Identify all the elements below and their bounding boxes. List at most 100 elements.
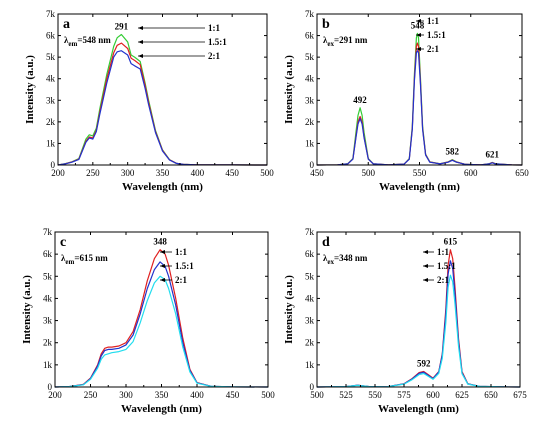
x-tick-label: 300 (119, 390, 133, 400)
x-tick-label: 600 (464, 168, 478, 178)
y-tick-label: 0 (310, 160, 315, 170)
legend-label: 1:1 (208, 23, 220, 33)
panel-letter: a (63, 17, 70, 32)
y-tick-label: 3k (305, 316, 315, 326)
x-tick-label: 200 (51, 168, 65, 178)
legend-arrowhead (423, 278, 428, 282)
y-axis-label: Intensity (a.u.) (24, 55, 36, 124)
y-tick-label: 4k (305, 293, 315, 303)
y-tick-label: 4k (46, 74, 56, 84)
x-tick-label: 550 (413, 168, 427, 178)
excitation-emission-annotation: λex=291 nm (323, 35, 368, 48)
x-tick-label: 500 (362, 168, 376, 178)
panel-a: 200 250 300 350 400 450 500 0 1k 2k 3k 4k 5k 6k 7k Wave… (24, 9, 274, 193)
legend-label: 1:1 (437, 247, 449, 257)
x-axis-label: Wavelength (nm) (379, 181, 460, 193)
legend-arrowhead (160, 264, 165, 268)
x-tick-label: 200 (48, 390, 62, 400)
legend-arrowhead (138, 40, 143, 44)
legend-arrowhead (138, 26, 143, 30)
peak-label: 548 (411, 20, 425, 30)
x-tick-label: 500 (261, 390, 275, 400)
panel-c: 200 250 300 350 400 450 500 0 1k 2k 3k 4k 5k 6k 7k Wave… (21, 227, 275, 415)
legend-label: 1:1 (175, 247, 187, 257)
x-tick-label: 650 (515, 168, 529, 178)
peak-label: 592 (417, 359, 431, 369)
x-tick-label: 400 (190, 390, 204, 400)
y-tick-label: 4k (43, 293, 53, 303)
x-tick-label: 650 (484, 390, 498, 400)
legend-arrowhead (138, 54, 143, 58)
x-tick-label: 575 (397, 390, 411, 400)
legend-arrowhead (160, 278, 165, 282)
y-tick-label: 5k (43, 271, 53, 281)
x-tick-label: 600 (426, 390, 440, 400)
x-axis-label: Wavelength (nm) (378, 403, 459, 415)
y-tick-label: 3k (43, 316, 53, 326)
series-line-b-2 (316, 50, 523, 166)
y-tick-label: 5k (46, 52, 56, 62)
panel-letter: b (322, 17, 330, 32)
series-line-b-0 (316, 32, 523, 166)
x-tick-label: 300 (121, 168, 135, 178)
series-line-d-2 (316, 274, 521, 388)
panel-b: 450 500 550 600 650 0 1k 2k 3k 4k 5k 6k 7k Wavelength… (283, 9, 529, 193)
peak-label: 291 (115, 21, 129, 31)
y-tick-label: 1k (46, 138, 56, 148)
peak-label: 582 (446, 147, 460, 157)
y-tick-label: 1k (305, 138, 315, 148)
peak-label: 492 (353, 95, 367, 105)
excitation-emission-annotation: λex=348 nm (323, 253, 368, 266)
series-line-a-1 (57, 42, 268, 166)
y-tick-label: 3k (46, 95, 56, 105)
legend-arrowhead (423, 264, 428, 268)
series-line-c-1 (54, 261, 269, 388)
x-tick-label: 400 (191, 168, 205, 178)
x-tick-label: 675 (513, 390, 527, 400)
peak-label: 348 (153, 237, 167, 247)
x-tick-label: 625 (455, 390, 469, 400)
x-tick-label: 250 (86, 168, 100, 178)
panel-letter: c (60, 235, 66, 250)
y-tick-label: 1k (305, 360, 315, 370)
x-tick-label: 450 (226, 390, 240, 400)
y-tick-label: 3k (305, 95, 315, 105)
x-axis-label: Wavelength (nm) (121, 403, 202, 415)
x-tick-label: 525 (339, 390, 353, 400)
y-tick-label: 6k (305, 249, 315, 259)
y-tick-label: 6k (46, 31, 56, 41)
y-axis-label: Intensity (a.u.) (21, 275, 33, 344)
series-line-a-2 (57, 50, 268, 166)
y-tick-label: 2k (305, 338, 315, 348)
panel-d: 500 525 550 575 600 625 650 675 0 1k 2k 3k 4k 5k 6k 7k W… (283, 227, 527, 415)
series-line-a-0 (57, 33, 268, 166)
legend-label: 1.5:1 (175, 261, 194, 271)
x-tick-label: 250 (84, 390, 98, 400)
legend-arrowhead (160, 250, 165, 254)
y-tick-label: 7k (43, 227, 53, 237)
legend-label: 1:1 (427, 16, 439, 26)
y-tick-label: 4k (305, 74, 315, 84)
legend-label: 2:1 (208, 51, 220, 61)
legend-label: 1.5:1 (437, 261, 456, 271)
excitation-emission-annotation: λem=615 nm (61, 253, 108, 266)
legend-label: 1.5:1 (208, 37, 227, 47)
y-axis-label: Intensity (a.u.) (283, 275, 295, 344)
y-tick-label: 6k (305, 31, 315, 41)
peak-label: 621 (486, 149, 500, 159)
panel-letter: d (322, 235, 330, 250)
y-tick-label: 1k (43, 360, 53, 370)
y-tick-label: 5k (305, 52, 315, 62)
x-tick-label: 550 (368, 390, 382, 400)
x-tick-label: 500 (260, 168, 274, 178)
y-tick-label: 7k (305, 9, 315, 19)
y-tick-label: 0 (51, 160, 56, 170)
legend-arrowhead (416, 19, 421, 23)
y-tick-label: 7k (305, 227, 315, 237)
legend-label: 2:1 (427, 44, 439, 54)
x-axis-label: Wavelength (nm) (122, 181, 203, 193)
y-tick-label: 6k (43, 249, 53, 259)
x-tick-label: 350 (155, 390, 169, 400)
series-line-c-0 (54, 249, 269, 388)
y-tick-label: 5k (305, 271, 315, 281)
